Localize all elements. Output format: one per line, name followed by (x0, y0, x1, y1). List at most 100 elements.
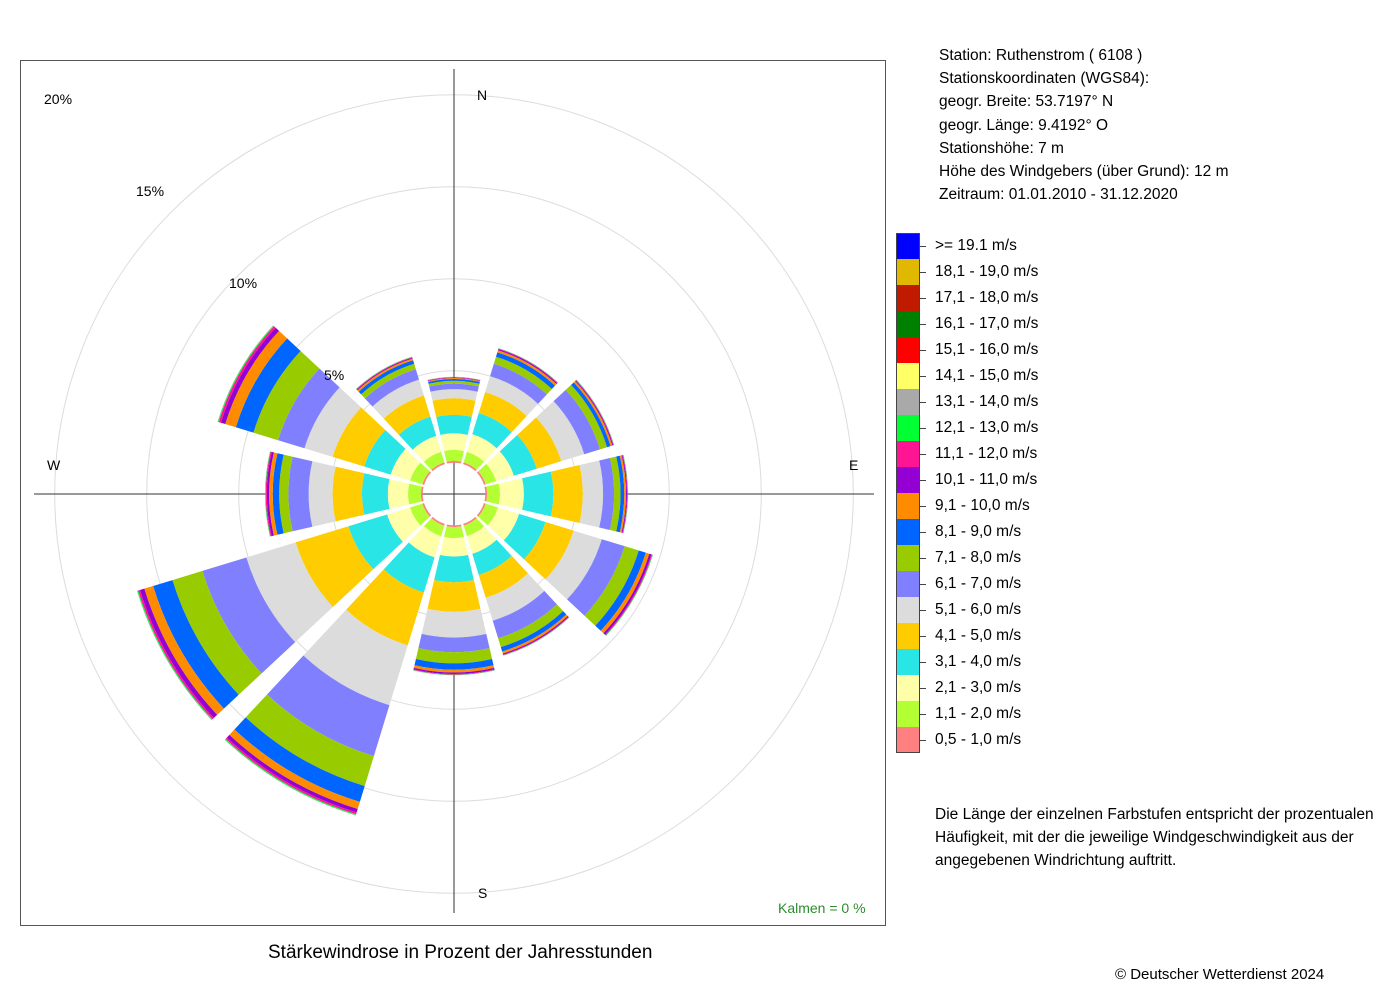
wedge-segment (364, 369, 420, 407)
wedge-segment (265, 451, 272, 537)
station-info-line: geogr. Länge: 9.4192° O (939, 116, 1109, 134)
wedge-segment (423, 518, 445, 537)
wedge-segment (485, 573, 545, 621)
wedge-segment (346, 569, 424, 646)
legend-swatch (896, 467, 920, 493)
wedge-segment (412, 435, 442, 462)
wedge-segment (428, 379, 480, 384)
legend-tick (920, 454, 926, 455)
wedge-segment (599, 457, 615, 531)
wedge-segment (413, 669, 495, 675)
wedge-segment (410, 462, 430, 485)
wedge-segment (517, 417, 562, 469)
wedge-segment (478, 391, 527, 433)
legend-label: 12,1 - 13,0 m/s (935, 419, 1039, 436)
wedge-segment (492, 590, 557, 639)
legend-label: 17,1 - 18,0 m/s (935, 289, 1039, 306)
station-info-line: Stationshöhe: 7 m (939, 139, 1064, 157)
legend-swatch (896, 389, 920, 415)
explanation-text: Die Länge der einzelnen Farbstufen entsp… (935, 806, 1374, 869)
legend-swatch (896, 337, 920, 363)
wedge-segment (503, 513, 546, 560)
wedge-segment (478, 503, 498, 526)
station-info-line: geogr. Breite: 53.7197° N (939, 93, 1114, 111)
wedge-segment (357, 358, 414, 392)
wedge-segment (623, 454, 628, 534)
wedge-segment (444, 526, 464, 539)
legend-tick (920, 662, 926, 663)
wedge-segment (485, 376, 539, 416)
wedge-segment (139, 588, 218, 718)
legend-swatch (896, 311, 920, 337)
wedge-segment (619, 455, 627, 533)
legend-tick (920, 480, 926, 481)
legend-label: 9,1 - 10,0 m/s (935, 497, 1030, 514)
wedge-segment (172, 570, 262, 695)
wedge-segment (226, 734, 358, 813)
legend-label: 18,1 - 19,0 m/s (935, 263, 1039, 280)
legend-swatch (896, 571, 920, 597)
wedge-segment (478, 555, 529, 598)
station-info-line: Zeitraum: 01.01.2010 - 31.12.2020 (939, 186, 1178, 204)
legend-swatch (896, 623, 920, 649)
legend-tick (920, 636, 926, 637)
wedge-segment (413, 665, 495, 673)
wedge-segment (225, 330, 288, 428)
compass-label-e: E (849, 457, 859, 473)
wedge-segment (498, 604, 564, 648)
wedge-segment (390, 448, 421, 481)
wedge-segment (429, 383, 479, 392)
wedge-segment (584, 546, 639, 626)
wedge-segment (422, 471, 432, 485)
wedge-segment (272, 453, 284, 535)
legend-swatch (896, 519, 920, 545)
wedge-segment (476, 471, 486, 485)
legend-tick (920, 558, 926, 559)
legend-swatch (896, 233, 920, 259)
legend-swatch (896, 545, 920, 571)
legend-tick (920, 298, 926, 299)
wedge-segment (499, 435, 537, 476)
wedge-segment (415, 648, 493, 664)
compass-label-w: W (47, 457, 61, 473)
wedge-segment (303, 609, 408, 706)
wedge-segment (478, 463, 497, 485)
wedge-segment (427, 376, 481, 381)
wedge-segment (487, 507, 520, 541)
wedge-segment (364, 430, 406, 475)
wedge-segment (348, 514, 403, 570)
wedge-segment (361, 363, 416, 399)
legend-tick (920, 740, 926, 741)
legend-label: 5,1 - 6,0 m/s (935, 601, 1022, 618)
wedge-segment (490, 363, 547, 404)
wedge-segment (428, 380, 480, 387)
legend-tick (920, 272, 926, 273)
wedge-segment (427, 377, 481, 382)
wedge-segment (265, 451, 271, 537)
wedge-segment (495, 352, 556, 390)
station-info: Station: Ruthenstrom ( 6108 ) Stationskoo… (939, 44, 1228, 206)
wedge-segment (550, 465, 583, 523)
wedge-segment (621, 455, 627, 533)
wedge-segment (383, 395, 431, 435)
wedge-segment (421, 608, 487, 638)
legend-swatch (896, 675, 920, 701)
chart-title: Stärkewindrose in Prozent der Jahresstun… (268, 942, 653, 963)
wedge-segment (523, 521, 574, 580)
wedge-segment (234, 717, 365, 802)
wedge-segment (498, 478, 524, 510)
wedge-segment (472, 539, 512, 575)
wedge-segment (432, 398, 476, 417)
wedge-segment (553, 389, 601, 455)
wedge-segment (372, 379, 424, 419)
legend-label: 13,1 - 14,0 m/s (935, 393, 1039, 410)
wedge-segment (427, 377, 481, 381)
legend-tick (920, 350, 926, 351)
copyright: © Deutscher Wetterdienst 2024 (1115, 966, 1325, 983)
wedge-segment (463, 518, 485, 537)
wedge-segment (595, 550, 646, 631)
wedge-segment (332, 407, 386, 467)
windrose-chart (34, 69, 874, 913)
wedge-segment (463, 451, 485, 470)
wedge-segment (362, 473, 390, 515)
